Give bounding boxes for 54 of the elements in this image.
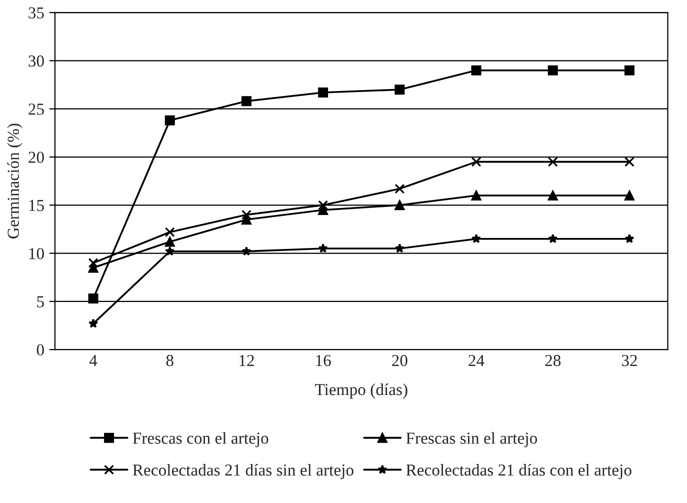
- legend-label: Frescas con el artejo: [132, 432, 268, 448]
- legend-label: Recolectadas 21 días sin el artejo: [132, 464, 354, 480]
- point: [624, 65, 634, 76]
- y-tick-label: 5: [37, 296, 44, 308]
- point: [318, 243, 328, 253]
- y-tick-label: 10: [29, 248, 44, 260]
- point: [548, 65, 558, 76]
- point: [471, 65, 482, 76]
- y-tick-label: 15: [29, 200, 44, 212]
- point: [624, 234, 634, 244]
- point: [394, 184, 405, 194]
- legend-label: Frescas sin el artejo: [406, 432, 537, 448]
- point: [241, 96, 252, 106]
- y-tick-label: 35: [28, 7, 44, 19]
- point: [241, 210, 252, 220]
- y-axis-title: Germinación (%): [7, 124, 22, 238]
- x-tick-label: 24: [468, 354, 484, 366]
- x-tick-label: 32: [622, 354, 637, 366]
- point: [242, 246, 252, 256]
- point: [241, 214, 252, 225]
- point: [548, 190, 558, 201]
- x-tick-label: 16: [316, 354, 331, 366]
- point: [164, 227, 175, 238]
- point: [88, 262, 98, 273]
- point: [318, 200, 328, 210]
- legend-label: Recolectadas 21 días con el artejo: [406, 464, 632, 480]
- x-tick-label: 12: [240, 354, 254, 366]
- point: [471, 190, 482, 201]
- point: [88, 294, 98, 304]
- point: [165, 246, 175, 256]
- point: [624, 156, 634, 167]
- point: [394, 200, 405, 210]
- point: [471, 156, 482, 167]
- point: [548, 156, 558, 167]
- y-tick-label: 30: [28, 55, 44, 67]
- point: [88, 258, 98, 268]
- point: [318, 204, 328, 215]
- x-tick-label: 8: [166, 354, 174, 366]
- point: [318, 87, 328, 98]
- y-tick-label: 25: [28, 104, 44, 115]
- point: [394, 84, 405, 95]
- x-tick-label: 20: [392, 354, 408, 366]
- x-tick-label: 4: [89, 355, 98, 366]
- point: [164, 115, 175, 126]
- point: [624, 190, 634, 201]
- point: [471, 234, 482, 244]
- y-tick-label: 0: [36, 344, 44, 356]
- point: [394, 243, 404, 253]
- point: [88, 318, 98, 328]
- x-axis-title: Tiempo (días): [314, 383, 408, 399]
- point: [548, 234, 558, 244]
- x-tick-label: 28: [545, 354, 561, 366]
- y-tick-label: 20: [28, 152, 44, 163]
- point: [164, 236, 175, 247]
